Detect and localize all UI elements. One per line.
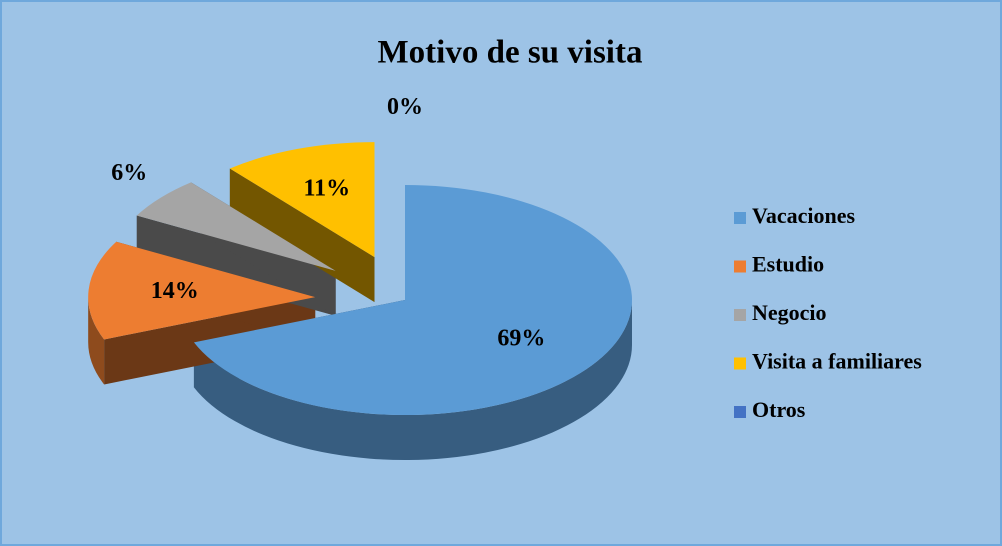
slice-side — [229, 168, 375, 303]
slice — [136, 182, 336, 271]
data-label: 6% — [111, 160, 147, 186]
legend-swatch — [734, 260, 746, 273]
legend-label: Negocio — [752, 300, 827, 325]
legend-label: Otros — [752, 397, 806, 422]
legend-label: Vacaciones — [752, 203, 856, 228]
legend-label: Estudio — [752, 252, 824, 277]
slice — [229, 142, 375, 258]
data-label: 69% — [497, 326, 545, 352]
slice — [88, 241, 316, 340]
legend-swatch — [734, 309, 746, 321]
legend-label: Visita a familiares — [752, 349, 922, 374]
data-label: 11% — [303, 176, 350, 202]
slice — [193, 185, 632, 415]
data-label: 14% — [151, 278, 199, 304]
chart-title: Motivo de su visita — [378, 35, 643, 71]
legend-swatch — [734, 357, 746, 370]
slice-side — [88, 297, 105, 385]
data-label: 0% — [387, 94, 423, 120]
legend-swatch — [734, 212, 746, 224]
legend-swatch — [734, 406, 746, 418]
slice-side — [193, 300, 632, 460]
